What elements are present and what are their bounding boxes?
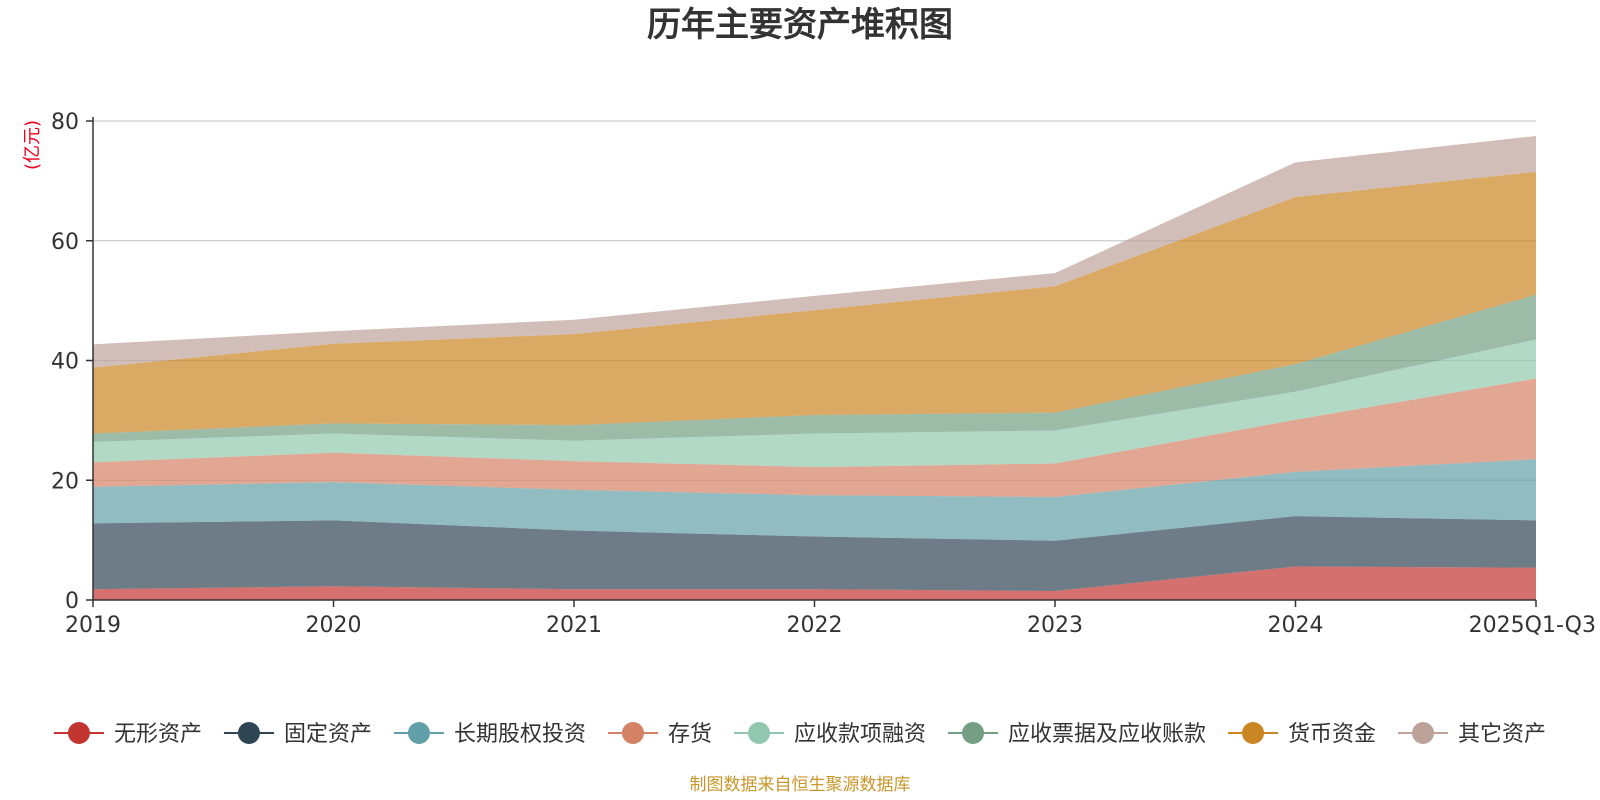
y-tick-label: 40 <box>51 350 79 375</box>
x-tick-label: 2025Q1-Q3 <box>1469 613 1596 638</box>
area-series-3 <box>93 378 1536 498</box>
x-tick-label: 2019 <box>65 613 121 638</box>
y-axis-unit: (亿元) <box>22 120 43 170</box>
legend-circle-icon <box>1242 722 1265 744</box>
legend-item-4[interactable]: 应收款项融资 <box>734 722 926 747</box>
legend-label: 货币资金 <box>1288 722 1376 747</box>
y-tick-label: 80 <box>51 110 79 135</box>
legend-label: 无形资产 <box>114 722 202 747</box>
area-series-4 <box>93 339 1536 468</box>
legend-label: 应收款项融资 <box>794 722 926 747</box>
legend-item-2[interactable]: 长期股权投资 <box>393 722 586 747</box>
legend-circle-icon <box>621 722 644 744</box>
area-series-0 <box>93 566 1536 600</box>
y-tick-label: 20 <box>51 469 79 494</box>
x-tick-label: 2020 <box>306 613 362 638</box>
area-series-1 <box>93 516 1536 592</box>
legend-label: 其它资产 <box>1458 722 1546 747</box>
area-series-6 <box>93 171 1536 434</box>
legend-label: 固定资产 <box>284 722 372 747</box>
legend-label: 长期股权投资 <box>454 722 586 747</box>
area-series <box>93 135 1536 600</box>
legend-item-6[interactable]: 货币资金 <box>1228 722 1376 747</box>
chart-title: 历年主要资产堆积图 <box>647 5 953 45</box>
source-note: 制图数据来自恒生聚源数据库 <box>690 775 911 795</box>
x-tick-label: 2021 <box>546 613 602 638</box>
y-tick-label: 0 <box>65 589 79 614</box>
x-tick-label: 2024 <box>1268 613 1324 638</box>
area-series-7 <box>93 135 1536 368</box>
legend-item-1[interactable]: 固定资产 <box>223 722 372 747</box>
legend-label: 存货 <box>668 722 712 747</box>
legend-circle-icon <box>67 722 90 744</box>
area-series-5 <box>93 294 1536 442</box>
x-tick-label: 2023 <box>1027 613 1083 638</box>
y-tick-label: 60 <box>51 230 79 255</box>
legend-label: 应收票据及应收账款 <box>1008 722 1206 747</box>
legend-circle-icon <box>1412 722 1435 744</box>
legend-circle-icon <box>962 722 985 744</box>
x-tick-label: 2022 <box>787 613 843 638</box>
legend-item-0[interactable]: 无形资产 <box>53 722 202 747</box>
legend-item-3[interactable]: 存货 <box>607 722 712 747</box>
legend-circle-icon <box>237 722 260 744</box>
legend-item-5[interactable]: 应收票据及应收账款 <box>948 722 1206 747</box>
legend-item-7[interactable]: 其它资产 <box>1398 722 1546 747</box>
axes: 0 20 40 60 80 2019 2020 2021 2022 2023 2024 2025Q1-… <box>51 110 1596 638</box>
legend-circle-icon <box>748 722 770 744</box>
legend-circle-icon <box>407 722 430 744</box>
legend[interactable]: 无形资产 固定资产 长期股权投资 存货 应收款项融资 应收票据及应收账款 货币资金 其它资产 <box>53 722 1546 747</box>
area-series-2 <box>93 459 1536 541</box>
